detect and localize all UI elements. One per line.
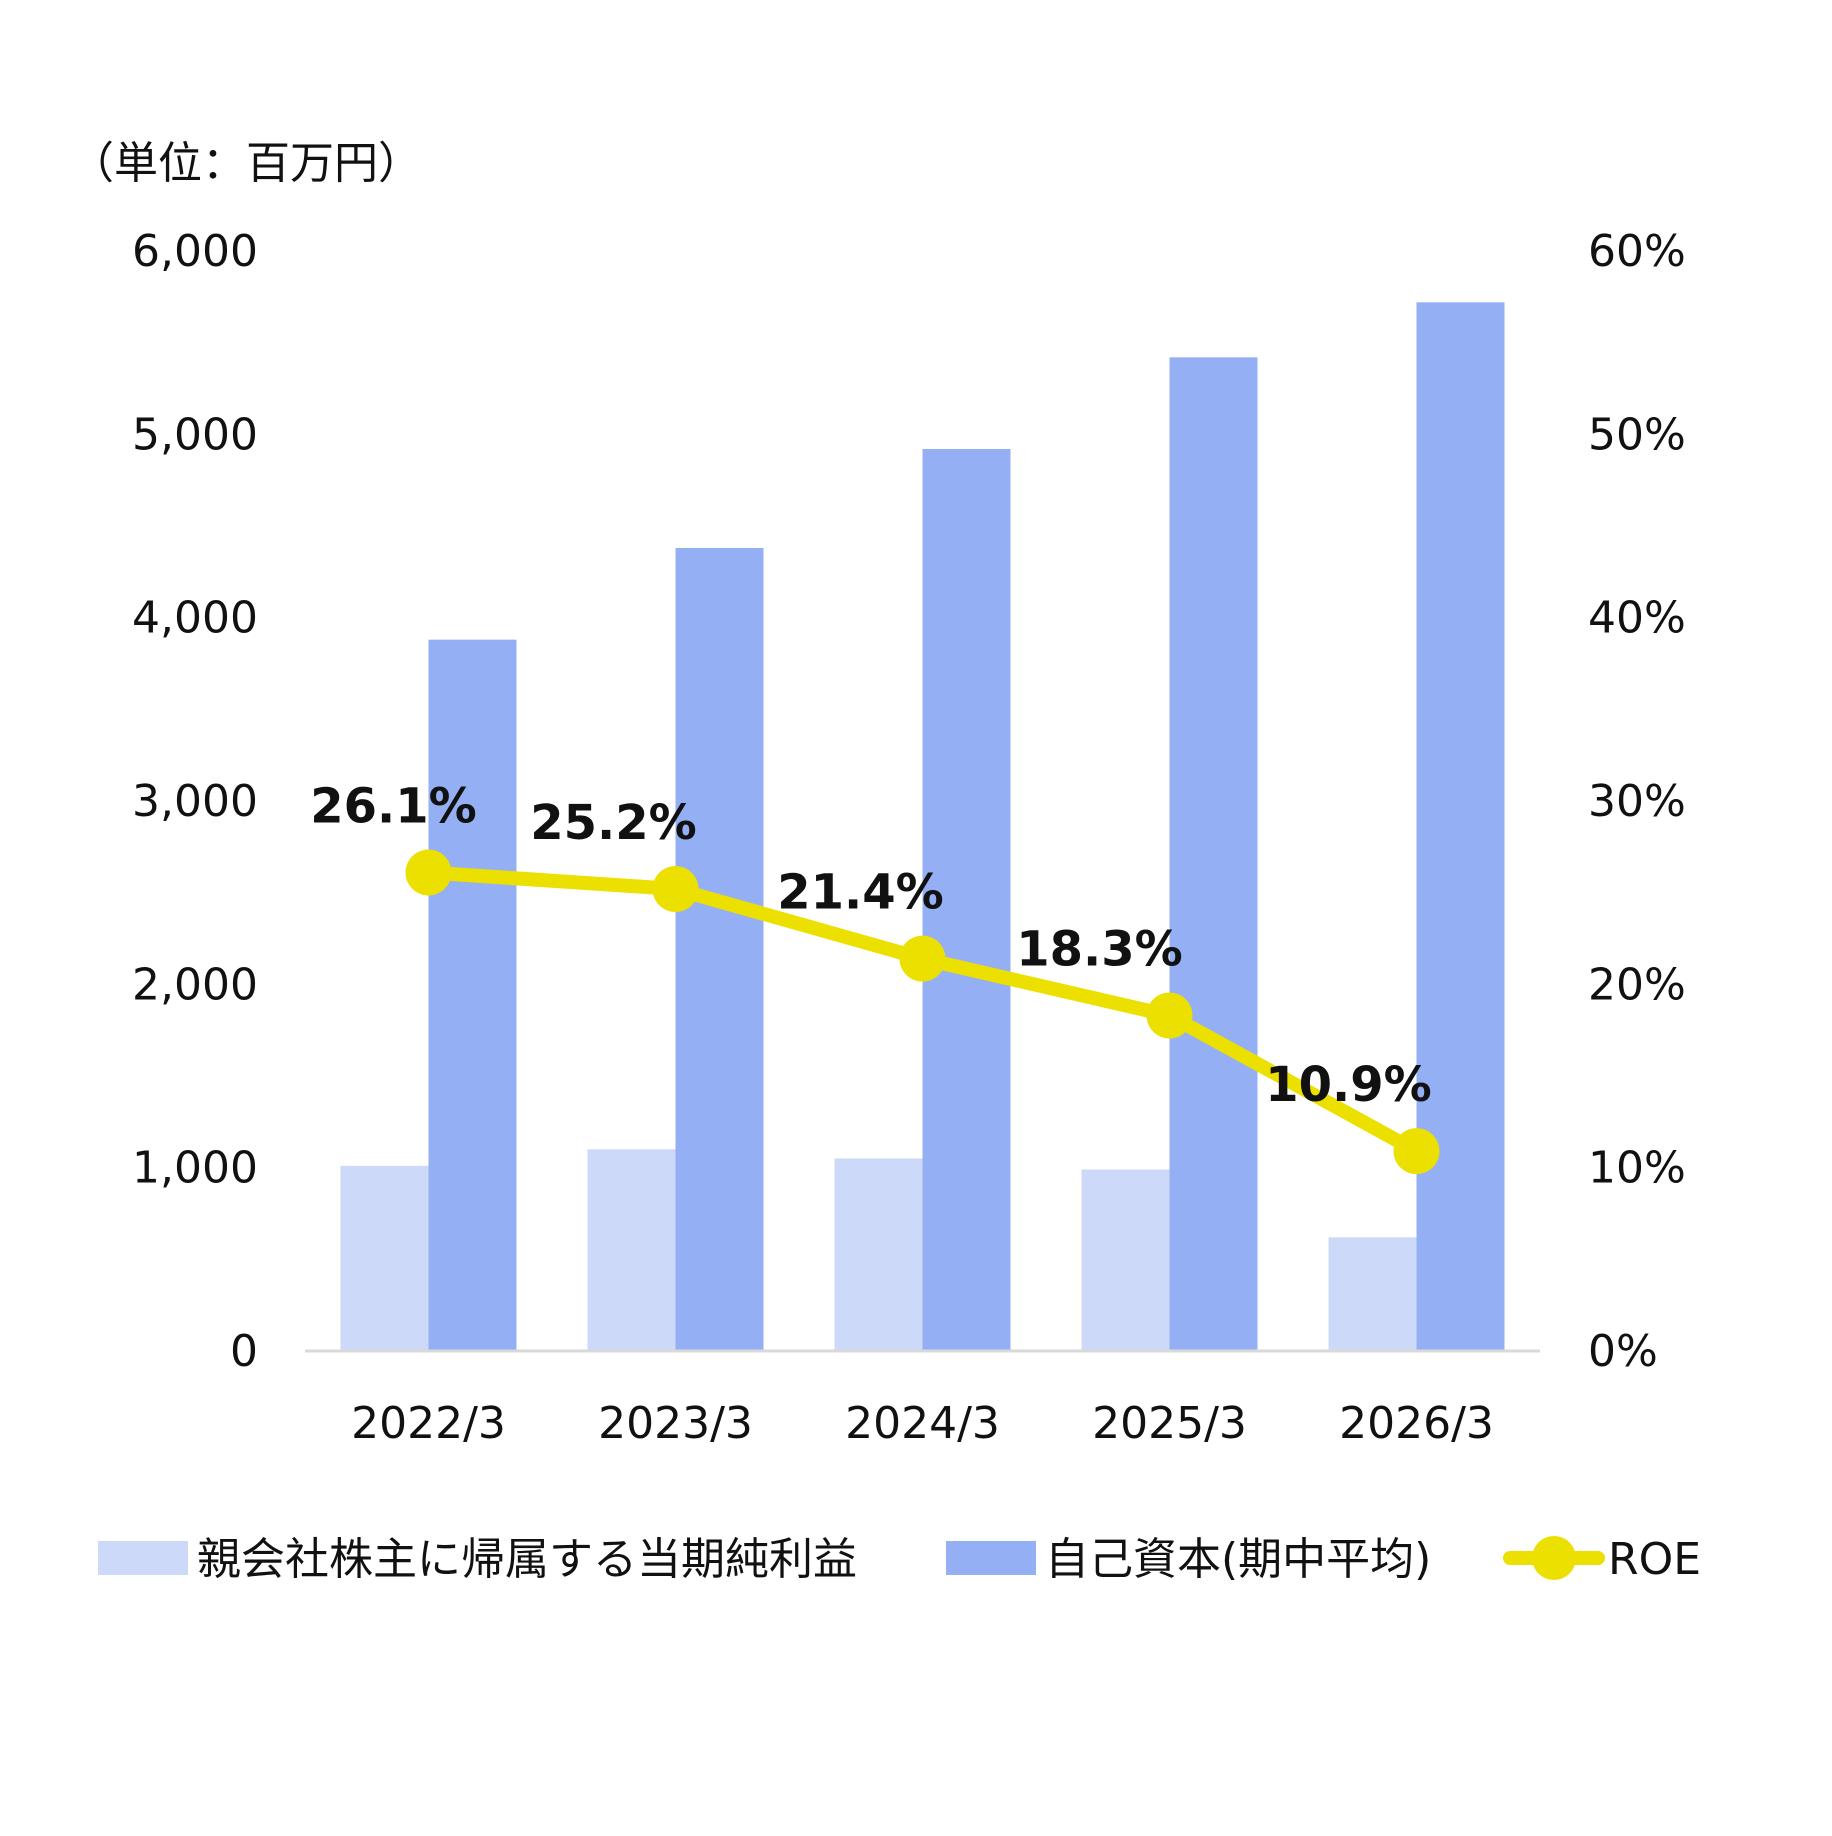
unit-label: （単位：百万円）: [70, 138, 422, 189]
right-axis-tick: 50%: [1588, 409, 1686, 460]
legend-swatch-equity: [946, 1541, 1036, 1575]
net-income-bar: [834, 1158, 923, 1351]
net-income-bar: [1081, 1169, 1170, 1351]
roe-line-series: 26.1% 25.2% 21.4% 18.3% 10.9%: [310, 779, 1440, 1175]
right-axis-tick: 0%: [1588, 1326, 1658, 1377]
right-axis-tick: 10%: [1588, 1143, 1686, 1194]
roe-point: [1146, 992, 1193, 1039]
right-axis-tick: 30%: [1588, 776, 1686, 827]
left-axis-tick: 2,000: [132, 959, 258, 1010]
roe-point: [899, 935, 946, 982]
equity-bar: [1416, 302, 1505, 1351]
left-axis-tick: 3,000: [132, 776, 258, 827]
left-axis-tick: 1,000: [132, 1143, 258, 1194]
net-income-bar: [340, 1165, 429, 1351]
roe-point: [405, 849, 452, 896]
x-axis-tick: 2022/3: [351, 1398, 506, 1449]
x-axis-tick: 2023/3: [598, 1398, 753, 1449]
left-axis-tick: 4,000: [132, 593, 258, 644]
right-axis-ticks: 0% 10% 20% 30% 40% 50% 60%: [1588, 226, 1686, 1377]
x-axis-tick: 2026/3: [1339, 1398, 1494, 1449]
left-axis-tick: 5,000: [132, 409, 258, 460]
net-income-bar: [587, 1149, 676, 1351]
equity-bar: [428, 639, 517, 1351]
roe-data-label: 10.9%: [1265, 1057, 1432, 1113]
left-axis-tick: 0: [230, 1326, 258, 1377]
roe-data-label: 26.1%: [310, 779, 477, 835]
legend-label-net-income: 親会社株主に帰属する当期純利益: [197, 1534, 857, 1585]
legend-label-equity: 自己資本(期中平均): [1045, 1534, 1431, 1585]
roe-data-label: 21.4%: [777, 865, 944, 921]
equity-bar: [1169, 357, 1258, 1351]
left-axis-tick: 6,000: [132, 226, 258, 277]
x-axis-tick: 2024/3: [845, 1398, 1000, 1449]
roe-point: [1393, 1128, 1440, 1175]
equity-bar: [675, 548, 764, 1351]
roe-data-label: 25.2%: [530, 795, 697, 851]
right-axis-tick: 20%: [1588, 959, 1686, 1010]
legend: 親会社株主に帰属する当期純利益 自己資本(期中平均) ROE: [98, 1534, 1701, 1585]
roe-point: [652, 866, 699, 912]
left-axis-ticks: 0 1,000 2,000 3,000 4,000 5,000 6,000: [132, 226, 258, 1377]
equity-bar: [922, 449, 1011, 1351]
x-axis-tick: 2025/3: [1092, 1398, 1247, 1449]
net-income-bar: [1328, 1237, 1417, 1351]
right-axis-tick: 60%: [1588, 226, 1686, 277]
legend-swatch-roe-marker: [1532, 1536, 1576, 1580]
right-axis-tick: 40%: [1588, 593, 1686, 644]
legend-label-roe: ROE: [1608, 1534, 1701, 1585]
legend-swatch-net-income: [98, 1541, 188, 1575]
roe-data-label: 18.3%: [1016, 922, 1183, 978]
bar-series: [340, 302, 1505, 1351]
x-axis-ticks: 2022/3 2023/3 2024/3 2025/3 2026/3: [351, 1398, 1494, 1449]
